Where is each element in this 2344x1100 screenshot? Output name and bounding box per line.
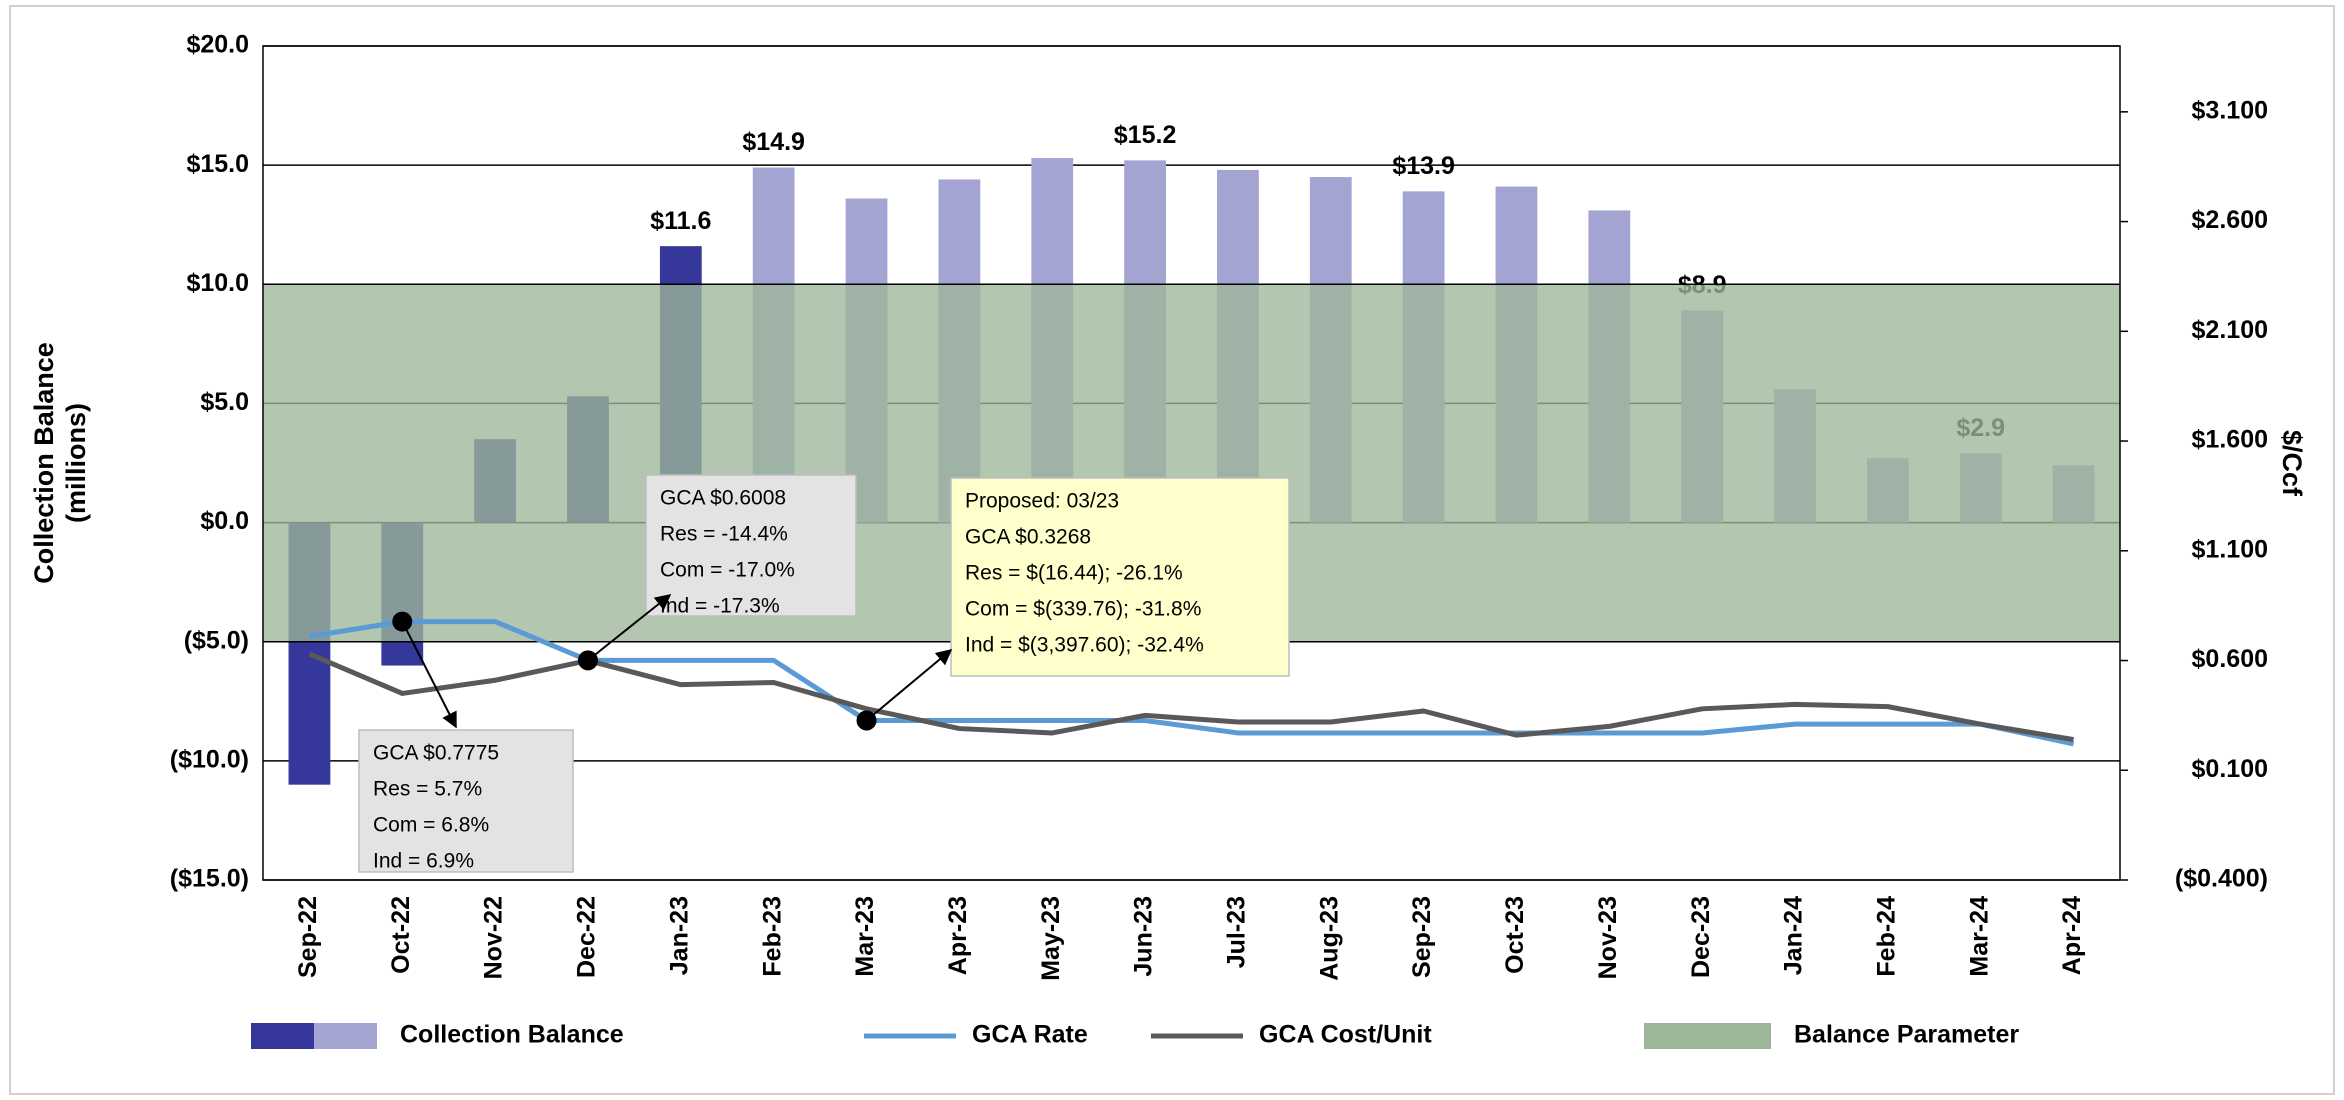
y-tick-label: ($15.0)	[170, 865, 249, 893]
x-tick-label: Apr-24	[2058, 896, 2086, 975]
y2-tick-label: $0.600	[2192, 645, 2268, 673]
y2-tick-label: $2.600	[2192, 206, 2268, 234]
x-tick-label: Nov-22	[480, 896, 508, 979]
x-tick-label: Mar-23	[851, 896, 879, 977]
legend-swatch	[251, 1023, 314, 1049]
y-axis-title: Collection Balance(millions)	[29, 342, 91, 584]
annotation-text: Proposed: 03/23	[965, 490, 1119, 513]
annotation-box	[645, 474, 857, 617]
y-tick-label: ($5.0)	[184, 626, 249, 654]
y-tick-label: $20.0	[186, 31, 249, 59]
annotation-text: GCA $0.6008	[660, 487, 786, 510]
x-tick-label: May-23	[1037, 896, 1065, 981]
annotation-text: Res = -14.4%	[660, 523, 788, 546]
x-tick-label: Jul-23	[1223, 896, 1251, 968]
annotation-text: Com = 6.8%	[373, 814, 489, 837]
y2-tick-label: $1.600	[2192, 426, 2268, 454]
x-tick-label: Jan-24	[1780, 896, 1808, 975]
x-tick-label: Aug-23	[1315, 896, 1343, 981]
x-tick-label: Jan-23	[665, 896, 693, 975]
annotation-arrow	[587, 594, 672, 662]
y-axis-title-line: (millions)	[61, 403, 91, 523]
y-tick-label: $5.0	[200, 388, 249, 416]
legend-swatch	[314, 1023, 377, 1049]
y-tick-label: ($10.0)	[170, 745, 249, 773]
x-tick-label: Sep-23	[1408, 896, 1436, 978]
annotation-text: Com = $(339.76); -31.8%	[965, 598, 1201, 621]
x-tick-label: Feb-24	[1872, 896, 1900, 977]
legend-label: GCA Rate	[972, 1021, 1088, 1049]
legend-label: GCA Cost/Unit	[1259, 1021, 1432, 1049]
annotation-box	[950, 477, 1290, 677]
y2-tick-label: ($0.400)	[2175, 865, 2268, 893]
legend-swatch	[1644, 1023, 1771, 1049]
annotation-arrow	[865, 648, 953, 722]
x-tick-label: Feb-23	[758, 896, 786, 977]
legend-label: Balance Parameter	[1794, 1021, 2019, 1049]
legend-label: Collection Balance	[400, 1021, 624, 1049]
bar-value-label: $15.2	[1114, 121, 1177, 149]
x-tick-label: Apr-23	[944, 896, 972, 975]
y-tick-label: $10.0	[186, 269, 249, 297]
x-tick-label: Nov-23	[1594, 896, 1622, 979]
x-tick-label: Mar-24	[1965, 896, 1993, 977]
annotation-dot	[392, 611, 413, 632]
plot-frame	[262, 45, 2121, 881]
annotation-dot	[856, 710, 877, 731]
x-tick-label: Dec-23	[1687, 896, 1715, 978]
x-tick-label: Dec-22	[573, 896, 601, 978]
x-tick-label: Oct-22	[387, 896, 415, 974]
y2-tick-label: $2.100	[2192, 316, 2268, 344]
x-tick-label: Oct-23	[1501, 896, 1529, 974]
y-tick-label: $15.0	[186, 150, 249, 178]
y2-axis-title: $/Ccf	[2277, 430, 2307, 497]
annotation-text: Ind = 6.9%	[373, 850, 474, 873]
bar-value-label: $14.9	[742, 128, 805, 156]
annotation-text: Com = -17.0%	[660, 559, 795, 582]
annotation-text: Res = $(16.44); -26.1%	[965, 562, 1183, 585]
y2-tick-label: $1.100	[2192, 535, 2268, 563]
bar-value-label: $11.6	[650, 207, 711, 235]
annotation-box	[358, 729, 574, 873]
annotation-text: Ind = -17.3%	[660, 595, 780, 618]
bar-value-label: $13.9	[1392, 152, 1455, 180]
line-series	[309, 619, 2075, 747]
y-tick-label: $0.0	[200, 507, 249, 535]
line-series	[308, 651, 2074, 743]
annotation-arrow	[401, 621, 457, 729]
x-tick-label: Jun-23	[1130, 896, 1158, 977]
annotation-text: Res = 5.7%	[373, 778, 482, 801]
annotation-text: GCA $0.3268	[965, 526, 1091, 549]
annotation-dot	[577, 650, 598, 671]
annotation-text: GCA $0.7775	[373, 742, 499, 765]
annotation-text: Ind = $(3,397.60); -32.4%	[965, 634, 1204, 657]
y2-tick-label: $3.100	[2192, 96, 2268, 124]
y-axis-title-line: Collection Balance	[29, 342, 59, 584]
x-tick-label: Sep-22	[294, 896, 322, 978]
y2-tick-label: $0.100	[2192, 755, 2268, 783]
